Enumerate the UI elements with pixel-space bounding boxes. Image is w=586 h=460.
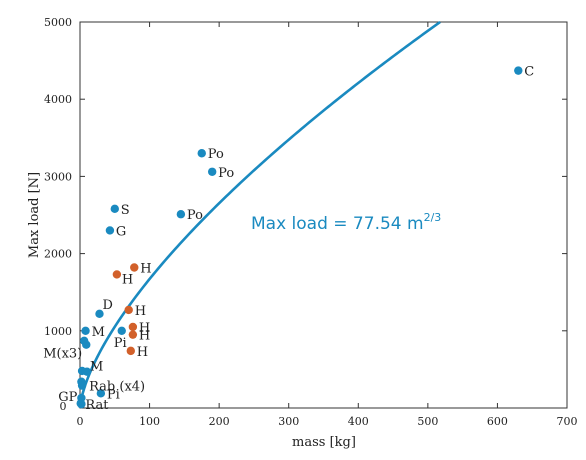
point-label: Pi — [114, 336, 127, 351]
axes-layer: 0 100 200 300 400 500 600 700 1000 2000 3000 4000 50… — [44, 16, 578, 428]
y-tick-label: 5000 — [44, 16, 72, 29]
data-point — [96, 389, 106, 398]
point-label: Po — [187, 208, 203, 223]
data-point — [110, 204, 119, 214]
data-point — [130, 263, 139, 272]
point-label: GP — [58, 390, 77, 405]
x-tick-label: 300 — [278, 415, 299, 428]
points-layer — [76, 66, 523, 409]
data-point — [81, 326, 90, 335]
y-tick-label: 4000 — [44, 93, 72, 106]
data-point — [82, 340, 91, 349]
data-point — [77, 399, 86, 409]
x-tick-label: 500 — [417, 415, 438, 428]
data-point — [514, 66, 523, 75]
point-label: Po — [208, 147, 224, 162]
y-axis-label: Max load [N] — [27, 172, 42, 258]
fit-equation-main: Max load = 77.54 m — [251, 214, 424, 234]
data-point — [105, 226, 115, 235]
point-label: Rab (x4) — [89, 380, 145, 395]
plot-frame — [79, 21, 568, 409]
data-point — [126, 346, 135, 356]
x-tick-label: 0 — [77, 415, 84, 428]
origin-label: 0 — [60, 400, 67, 413]
data-point — [176, 210, 186, 219]
fit-equation-label: Max load = 77.54 m2/3 — [251, 211, 441, 234]
fit-curve — [78, 20, 441, 409]
x-tick-label: 200 — [209, 415, 230, 428]
data-point — [95, 309, 104, 319]
point-label: D — [102, 298, 112, 313]
point-label: H — [139, 329, 150, 344]
point-label: H — [137, 345, 148, 360]
point-label: Po — [218, 166, 234, 181]
point-label: Pi — [107, 387, 120, 402]
point-label: H — [140, 261, 151, 276]
point-label: M — [90, 360, 103, 375]
x-tick-label: 600 — [487, 415, 508, 428]
data-point — [207, 167, 217, 176]
point-label: M — [92, 325, 105, 340]
point-label: C — [524, 65, 534, 80]
x-tick-label: 700 — [557, 415, 578, 428]
data-point — [112, 270, 122, 279]
point-label: S — [121, 203, 130, 218]
data-point — [128, 322, 138, 332]
point-label: G — [116, 224, 126, 239]
fit-curve-layer — [78, 20, 441, 409]
data-point — [124, 305, 133, 315]
fit-equation-exponent: 2/3 — [424, 211, 442, 224]
data-point — [82, 367, 92, 376]
x-tick-label: 400 — [348, 415, 369, 428]
data-point — [117, 326, 126, 335]
data-point — [197, 149, 206, 158]
y-tick-label: 2000 — [44, 248, 72, 261]
data-point — [77, 381, 87, 390]
y-tick-label: 3000 — [44, 170, 72, 183]
data-point — [128, 330, 138, 339]
x-tick-label: 100 — [139, 415, 160, 428]
point-label: M(x3) — [43, 347, 82, 362]
y-tick-label: 1000 — [44, 325, 72, 338]
point-label: H — [135, 304, 146, 319]
point-label: H — [122, 272, 133, 287]
point-label: Rat — [85, 398, 109, 413]
x-axis-label: mass [kg] — [292, 435, 356, 450]
point-label: H — [139, 321, 150, 336]
